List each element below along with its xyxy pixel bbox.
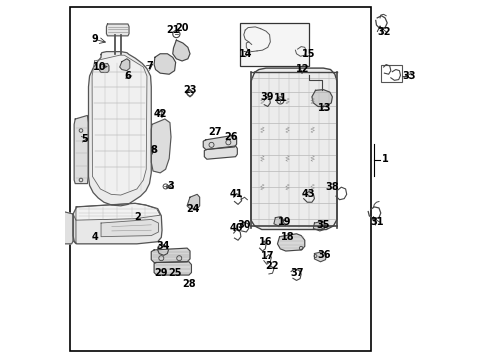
Text: 43: 43	[301, 189, 314, 199]
Polygon shape	[62, 212, 73, 244]
Text: 22: 22	[264, 261, 278, 271]
Polygon shape	[313, 221, 325, 231]
Text: 17: 17	[261, 251, 274, 261]
Text: 23: 23	[183, 85, 197, 95]
Text: 24: 24	[186, 204, 200, 214]
Text: 4: 4	[91, 232, 98, 242]
Polygon shape	[203, 135, 236, 149]
Polygon shape	[151, 119, 171, 173]
Bar	[240, 23, 308, 66]
Text: 12: 12	[295, 64, 309, 74]
Text: 33: 33	[402, 71, 415, 81]
Polygon shape	[100, 63, 109, 72]
Text: 21: 21	[166, 26, 179, 35]
Text: 8: 8	[150, 145, 157, 155]
Polygon shape	[187, 194, 199, 209]
Text: 16: 16	[258, 237, 271, 247]
Text: 42: 42	[153, 109, 166, 119]
Text: 6: 6	[124, 71, 131, 81]
Text: 7: 7	[146, 61, 153, 71]
Polygon shape	[73, 203, 162, 244]
Text: 11: 11	[274, 93, 287, 103]
Polygon shape	[154, 54, 175, 74]
Polygon shape	[73, 214, 76, 244]
Polygon shape	[74, 116, 88, 184]
Polygon shape	[76, 203, 160, 220]
Text: 31: 31	[369, 217, 383, 227]
Polygon shape	[92, 55, 147, 195]
Bar	[381, 64, 402, 82]
Text: 37: 37	[290, 267, 304, 278]
Polygon shape	[250, 68, 336, 229]
Text: 14: 14	[239, 49, 252, 59]
Text: 27: 27	[208, 127, 222, 136]
Polygon shape	[277, 234, 304, 251]
Text: 10: 10	[93, 62, 106, 72]
Polygon shape	[151, 248, 190, 262]
Text: 3: 3	[167, 181, 174, 192]
Text: 29: 29	[154, 268, 167, 278]
Text: 36: 36	[317, 250, 330, 260]
Polygon shape	[154, 262, 191, 275]
Polygon shape	[204, 146, 237, 159]
Text: 30: 30	[237, 220, 251, 230]
Bar	[70, 7, 371, 351]
Text: 13: 13	[317, 103, 330, 113]
Text: 19: 19	[278, 217, 291, 227]
Polygon shape	[101, 220, 158, 237]
Text: 35: 35	[315, 220, 329, 230]
Text: 28: 28	[182, 279, 195, 289]
Polygon shape	[314, 252, 325, 262]
Text: 2: 2	[134, 212, 141, 222]
Text: 15: 15	[302, 49, 315, 59]
Text: 40: 40	[229, 224, 243, 233]
Text: 9: 9	[91, 35, 98, 44]
Polygon shape	[311, 90, 332, 107]
Text: 38: 38	[325, 182, 339, 192]
Text: 34: 34	[156, 240, 170, 251]
Text: 20: 20	[175, 23, 189, 33]
Polygon shape	[273, 217, 283, 226]
Text: 5: 5	[81, 134, 88, 144]
Text: 39: 39	[260, 92, 273, 102]
Polygon shape	[172, 40, 190, 61]
Polygon shape	[106, 24, 129, 36]
Polygon shape	[120, 59, 129, 71]
Text: 32: 32	[376, 27, 389, 37]
Polygon shape	[88, 51, 151, 206]
Text: 26: 26	[224, 132, 237, 142]
Text: 18: 18	[281, 232, 294, 242]
Text: 41: 41	[229, 189, 243, 199]
Text: 1: 1	[381, 154, 388, 164]
Text: 25: 25	[167, 268, 181, 278]
